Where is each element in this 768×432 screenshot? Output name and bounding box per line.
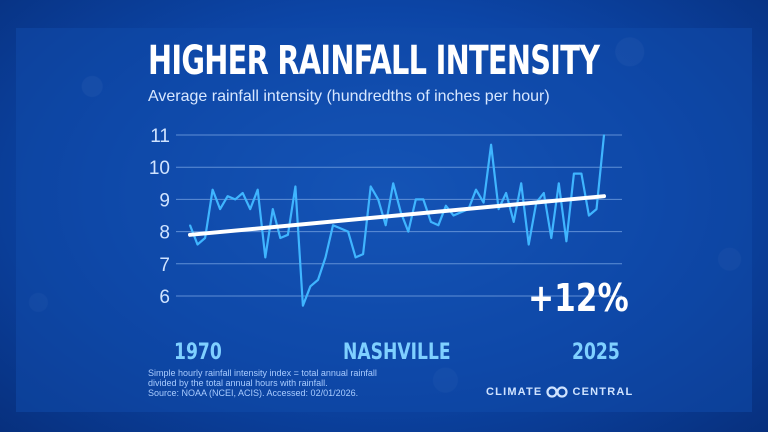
change-percent: +12% <box>528 276 629 320</box>
y-tick-label: 9 <box>159 190 170 211</box>
brand-name: CLIMATE <box>486 386 543 398</box>
data-point-2000 <box>415 198 417 201</box>
data-point-1974 <box>219 208 221 210</box>
chart-subtitle: Average rainfall intensity (hundredths o… <box>148 88 550 105</box>
brand-logo: CLIMATE CENTRAL <box>486 386 633 398</box>
data-point-2002 <box>430 221 432 223</box>
infinity-icon <box>546 386 569 398</box>
rainfall-series-line <box>188 134 606 307</box>
data-point-2025 <box>603 134 605 136</box>
data-point-2020 <box>565 240 568 243</box>
data-point-2003 <box>437 224 440 226</box>
data-point-1981 <box>272 208 274 210</box>
data-point-1979 <box>256 188 259 191</box>
data-point-1989 <box>332 224 334 226</box>
data-point-1973 <box>211 188 214 191</box>
y-tick-label: 6 <box>159 287 170 308</box>
data-point-1994 <box>369 185 372 188</box>
data-point-1997 <box>392 182 395 185</box>
data-point-2009 <box>482 201 485 204</box>
data-point-1975 <box>226 195 229 197</box>
data-point-2001 <box>422 198 425 201</box>
location-label: NASHVILLE <box>343 340 451 365</box>
y-tick-label: 11 <box>150 126 170 147</box>
data-point-2024 <box>595 208 598 210</box>
data-point-1992 <box>354 256 357 259</box>
data-point-1972 <box>204 237 206 239</box>
data-point-1996 <box>384 224 387 226</box>
data-point-1980 <box>264 256 267 259</box>
data-point-1987 <box>317 279 319 281</box>
brand-suffix: CENTRAL <box>572 386 634 398</box>
data-point-1984 <box>294 185 297 188</box>
data-point-1991 <box>347 230 349 233</box>
data-point-2014 <box>520 182 522 185</box>
data-point-2023 <box>588 214 590 217</box>
data-point-2021 <box>573 172 575 175</box>
x-tick-end: 2025 <box>572 340 620 365</box>
data-point-1993 <box>362 253 364 255</box>
data-point-2017 <box>542 192 545 194</box>
y-axis-ticks: 6 7 8 9 10 11 <box>149 126 170 308</box>
data-point-1986 <box>309 285 312 288</box>
y-tick-label: 7 <box>159 255 170 276</box>
data-point-2008 <box>475 188 477 191</box>
data-point-1978 <box>249 208 252 210</box>
data-point-1970 <box>189 224 191 226</box>
grid-lines <box>176 134 622 297</box>
data-point-1988 <box>324 256 327 259</box>
data-point-2012 <box>505 192 507 194</box>
y-tick-label: 8 <box>159 223 170 244</box>
data-point-2013 <box>512 221 515 223</box>
data-point-2015 <box>527 243 530 246</box>
chart-title: HIGHER RAINFALL INTENSITY <box>148 38 600 84</box>
data-point-1998 <box>399 211 402 214</box>
data-point-1985 <box>302 304 304 307</box>
data-point-1983 <box>287 234 289 236</box>
data-point-2022 <box>580 172 583 175</box>
x-tick-start: 1970 <box>174 340 222 365</box>
data-point-1976 <box>234 198 236 201</box>
y-tick-label: 10 <box>149 158 170 179</box>
data-point-1995 <box>377 198 379 201</box>
data-point-2006 <box>460 211 462 214</box>
data-point-1999 <box>407 230 410 233</box>
data-point-2010 <box>490 143 492 146</box>
footnote: Simple hourly rainfall intensity index =… <box>148 368 377 398</box>
data-point-1977 <box>241 192 244 194</box>
data-point-2004 <box>445 205 447 207</box>
data-point-2018 <box>550 237 553 239</box>
data-point-2019 <box>558 182 560 185</box>
data-point-1971 <box>196 243 199 246</box>
series-group <box>188 134 606 307</box>
data-point-1982 <box>279 237 282 239</box>
data-point-2011 <box>497 208 500 210</box>
data-point-2005 <box>452 214 455 217</box>
trend-line <box>188 194 606 237</box>
data-point-1990 <box>339 227 342 230</box>
